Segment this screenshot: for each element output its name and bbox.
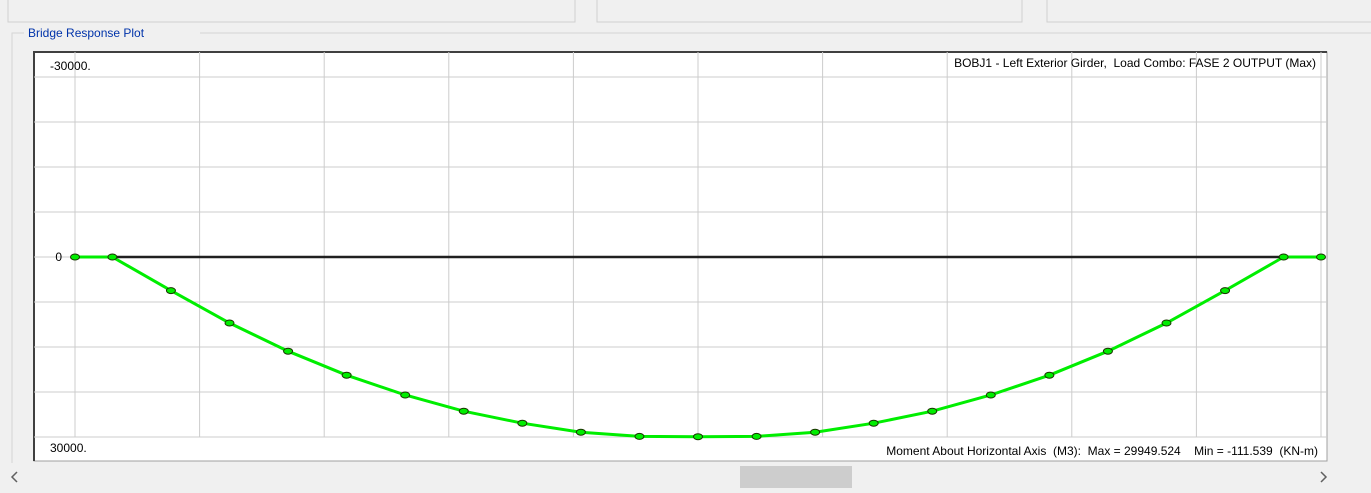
group-title: Bridge Response Plot (28, 26, 145, 40)
point-marker (693, 433, 703, 441)
chart-title: BOBJ1 - Left Exterior Girder, Load Combo… (954, 56, 1316, 70)
point-marker (1161, 319, 1172, 327)
point-marker (224, 319, 235, 327)
group-box (11, 32, 1371, 493)
y-tick-label: 0 (55, 250, 62, 264)
y-tick-label: -30000. (50, 59, 91, 73)
point-marker (927, 407, 938, 415)
point-marker (107, 253, 118, 261)
scrollbar[interactable] (0, 463, 1371, 488)
point-marker (868, 419, 879, 427)
point-marker (751, 432, 762, 440)
scrollbar-thumb[interactable] (740, 466, 852, 488)
point-marker (165, 287, 176, 295)
point-marker (517, 419, 528, 427)
point-marker (1044, 371, 1055, 379)
point-marker (70, 253, 80, 261)
point-marker (985, 391, 996, 399)
point-marker (575, 428, 586, 436)
point-marker (1102, 347, 1113, 355)
y-tick-label: 30000. (50, 441, 87, 455)
plot: -30000. 0 30000. (34, 52, 1327, 455)
point-marker (810, 428, 821, 436)
point-marker (400, 391, 411, 399)
scroll-left[interactable] (10, 471, 18, 483)
scroll-right[interactable] (1320, 471, 1328, 483)
point-marker (1220, 287, 1231, 295)
point-marker (341, 371, 352, 379)
point-marker (283, 347, 294, 355)
point-marker (1278, 253, 1289, 261)
group-title-bg (24, 26, 200, 40)
point-marker (1316, 253, 1326, 261)
plot-border (33, 51, 1327, 461)
top-panels (7, 0, 1371, 23)
chart-footer: Moment About Horizontal Axis (M3): Max =… (886, 444, 1318, 458)
point-marker (634, 432, 645, 440)
point-marker (458, 407, 469, 415)
